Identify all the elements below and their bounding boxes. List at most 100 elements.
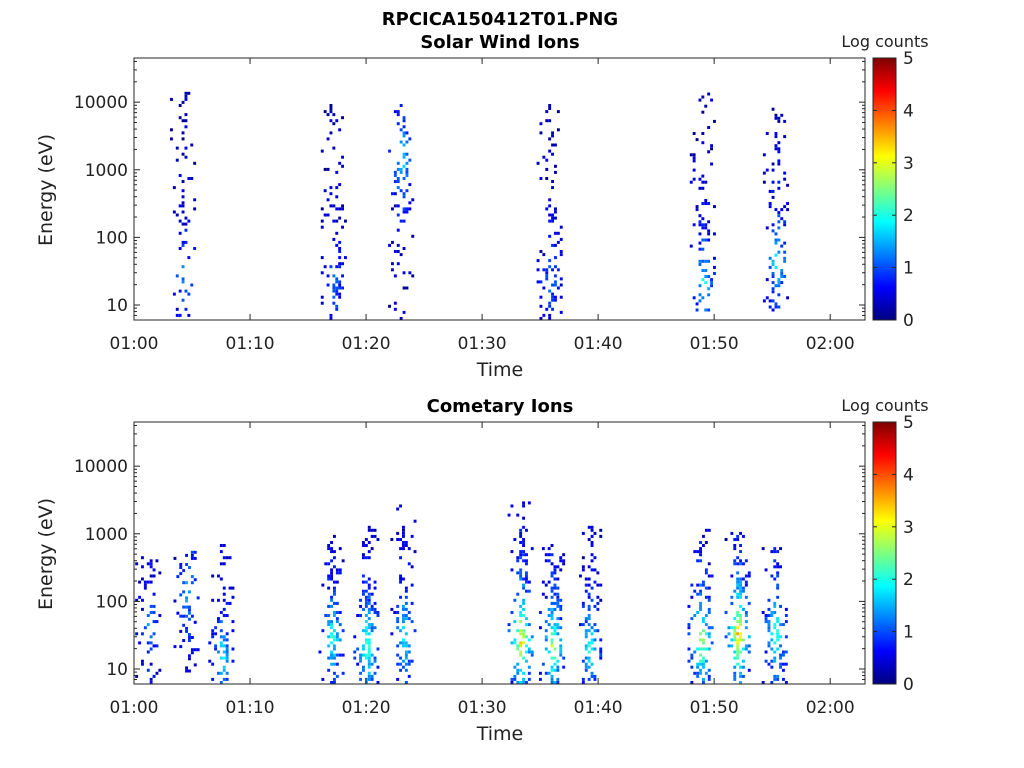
heatmap-cell [782, 650, 785, 654]
heatmap-cell [332, 295, 336, 299]
heatmap-cell [773, 656, 777, 660]
heatmap-cell [556, 623, 560, 627]
heatmap-cell [707, 229, 711, 233]
heatmap-cell [510, 641, 514, 645]
heatmap-cell [208, 641, 212, 645]
heatmap-cell [152, 620, 156, 624]
heatmap-cell [782, 653, 785, 657]
heatmap-cell [321, 583, 325, 587]
heatmap-cells [135, 501, 788, 684]
heatmap-cell [779, 665, 782, 669]
heatmap-cell [587, 656, 591, 660]
heatmap-cell [702, 641, 705, 645]
heatmap-cell [774, 208, 778, 212]
heatmap-cell [764, 650, 768, 654]
heatmap-cell [551, 180, 554, 183]
heatmap-cell [367, 653, 371, 657]
heatmap-cell [335, 611, 339, 614]
heatmap-cell [185, 596, 188, 600]
heatmap-cell [550, 665, 554, 669]
heatmap-cell [599, 534, 603, 538]
heatmap-cell [402, 177, 406, 180]
x-tick-label: 02:00 [806, 334, 855, 354]
heatmap-cell [779, 635, 782, 639]
heatmap-cell [321, 629, 325, 633]
heatmap-cell [185, 599, 188, 603]
heatmap-cell [765, 226, 769, 230]
heatmap-cell [742, 674, 745, 678]
heatmap-cell [179, 566, 183, 569]
heatmap-cell [222, 665, 226, 669]
heatmap-cell [393, 301, 397, 305]
heatmap-cell [783, 275, 787, 278]
heatmap-cell [407, 547, 411, 551]
heatmap-cell [767, 614, 771, 617]
heatmap-cell [217, 671, 220, 675]
heatmap-cell [338, 653, 342, 657]
heatmap-cell [525, 577, 528, 581]
heatmap-cell [786, 296, 789, 300]
heatmap-cell [539, 131, 543, 135]
heatmap-cell [404, 614, 408, 617]
heatmap-cell [405, 189, 409, 193]
heatmap-cell [399, 219, 403, 223]
figure-title: RPCICA150412T01.PNG [382, 9, 618, 30]
heatmap-cell [548, 149, 552, 153]
heatmap-cell [551, 213, 554, 217]
heatmap-cell [341, 116, 344, 120]
heatmap-cell [327, 614, 331, 617]
heatmap-cell [707, 275, 711, 278]
heatmap-cell [367, 550, 371, 554]
heatmap-cell [332, 146, 336, 150]
heatmap-cell [181, 240, 185, 244]
heatmap-cell [335, 219, 339, 223]
heatmap-cell [699, 653, 702, 657]
heatmap-cell [767, 607, 771, 611]
heatmap-cell [707, 674, 711, 678]
heatmap-cell [326, 213, 330, 217]
heatmap-cell [768, 256, 772, 260]
heatmap-cell [408, 137, 412, 141]
heatmap-cell [333, 656, 336, 660]
heatmap-cell [330, 681, 333, 684]
heatmap-cell [402, 617, 405, 621]
heatmap-cell [536, 161, 540, 165]
heatmap-cell [335, 292, 339, 296]
heatmap-cell [219, 550, 223, 554]
heatmap-cell [587, 614, 591, 617]
heatmap-cell [402, 219, 406, 223]
heatmap-cell [587, 665, 591, 669]
heatmap-cell [225, 677, 229, 681]
heatmap-cell [399, 317, 403, 320]
heatmap-cell [376, 538, 380, 541]
heatmap-cell [158, 668, 162, 672]
heatmap-cell [184, 91, 188, 95]
heatmap-cell [782, 677, 785, 681]
heatmap-cell [765, 132, 769, 135]
heatmap-cell [554, 170, 557, 174]
heatmap-cell [399, 629, 402, 633]
heatmap-cell [739, 595, 742, 599]
heatmap-cell [547, 580, 551, 584]
heatmap-cell [690, 656, 694, 660]
heatmap-cell [399, 538, 402, 541]
heatmap-cell [396, 110, 400, 114]
heatmap-cell [519, 681, 523, 684]
heatmap-cell [219, 577, 223, 581]
heatmap-cell [402, 534, 405, 538]
heatmap-cell [587, 623, 591, 627]
heatmap-cell [364, 638, 368, 642]
heatmap-cell [579, 623, 582, 627]
heatmap-cell [329, 110, 333, 114]
heatmap-cell [556, 586, 560, 590]
heatmap-cell [556, 659, 560, 663]
heatmap-cell [742, 589, 745, 593]
heatmap-cell [152, 568, 156, 572]
heatmap-cell [548, 234, 552, 238]
heatmap-cell [773, 674, 777, 678]
heatmap-cell [702, 662, 705, 666]
heatmap-cell [327, 547, 331, 551]
heatmap-cell [141, 577, 144, 581]
heatmap-cell [391, 207, 394, 211]
